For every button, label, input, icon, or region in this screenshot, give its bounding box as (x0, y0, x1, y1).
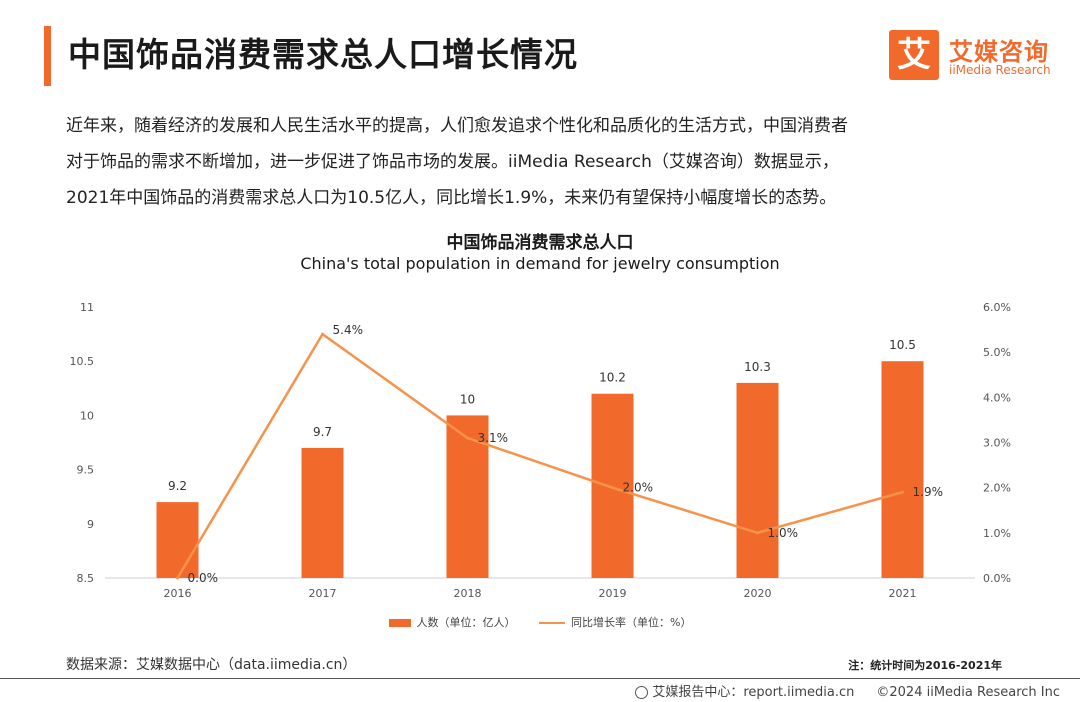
bar-value-label: 10.5 (889, 338, 916, 352)
legend-item-line: 同比增长率（单位：%） (539, 614, 691, 630)
growth-rate-line (176, 332, 903, 579)
logo-chinese-name: 艾媒咨询 (949, 38, 1049, 66)
x-tick-label: 2019 (599, 587, 627, 600)
copyright: ©2024 iiMedia Research Inc (876, 685, 1060, 700)
legend-bar-label: 人数（单位：亿人） (416, 616, 516, 629)
x-tick-label: 2021 (889, 587, 917, 600)
chart-subtitle: China's total population in demand for j… (300, 254, 780, 273)
footer-bar: 艾媒报告中心：report.iimedia.cn ©2024 iiMedia Re… (635, 681, 1060, 700)
y-right-tick-label: 1.0% (983, 527, 1011, 540)
y-left-tick-label: 11 (80, 301, 94, 314)
growth-value-label: 0.0% (188, 571, 219, 585)
logo-mark-icon: 艾 (889, 30, 939, 80)
growth-value-label: 2.0% (623, 481, 654, 495)
bar-value-label: 9.2 (168, 479, 187, 493)
x-tick-label: 2018 (454, 587, 482, 600)
bar-value-label: 10.3 (744, 360, 771, 374)
logo-english-name: iiMedia Research (949, 63, 1051, 77)
intro-paragraph: 近年来，随着经济的发展和人民生活水平的提高，人们愈发追求个性化和品质化的生活方式… (66, 108, 1026, 216)
y-right-tick-label: 6.0% (983, 301, 1011, 314)
bar-value-label: 9.7 (313, 425, 332, 439)
growth-value-label: 5.4% (333, 323, 364, 337)
y-left-tick-label: 10 (80, 409, 94, 422)
bar-2021 (881, 361, 924, 578)
bar-2016 (156, 502, 199, 578)
bar-2020 (736, 382, 779, 578)
y-left-tick-label: 10.5 (70, 355, 95, 368)
y-left-tick-label: 8.5 (77, 572, 95, 585)
data-source: 数据来源：艾媒数据中心（data.iimedia.cn） (66, 657, 357, 673)
legend-bar-swatch (388, 619, 411, 627)
title-accent-bar (44, 26, 51, 86)
y-left-tick-label: 9.5 (77, 464, 95, 477)
chart-legend: 人数（单位：亿人） 同比增长率（单位：%） (0, 614, 1080, 630)
intro-line-1: 近年来，随着经济的发展和人民生活水平的提高，人们愈发追求个性化和品质化的生活方式… (66, 116, 848, 136)
y-right-tick-label: 0.0% (983, 572, 1011, 585)
growth-point-2020 (756, 531, 759, 535)
footer-divider (0, 678, 1080, 679)
growth-point-2021 (901, 490, 904, 494)
y-right-tick-label: 4.0% (983, 391, 1011, 404)
legend-line-swatch (539, 622, 566, 624)
bar-2019 (591, 393, 634, 578)
x-tick-label: 2020 (744, 587, 772, 600)
y-right-tick-label: 2.0% (983, 482, 1011, 495)
growth-value-label: 1.0% (768, 526, 799, 540)
intro-line-2: 对于饰品的需求不断增加，进一步促进了饰品市场的发展。iiMedia Resear… (66, 152, 839, 172)
chart-title: 中国饰品消费需求总人口 (446, 233, 634, 253)
y-right-tick-label: 3.0% (983, 437, 1011, 450)
x-tick-label: 2017 (309, 587, 337, 600)
footnote: 注：统计时间为2016-2021年 (848, 659, 1002, 672)
y-left-tick-label: 9 (87, 518, 94, 531)
growth-value-label: 3.1% (478, 431, 509, 445)
bar-value-label: 10 (460, 392, 475, 406)
growth-point-2019 (611, 486, 614, 490)
legend-line-label: 同比增长率（单位：%） (571, 616, 692, 629)
growth-point-2018 (466, 436, 469, 440)
bar-2017 (301, 447, 344, 578)
legend-item-bar: 人数（单位：亿人） (388, 614, 516, 630)
page-title: 中国饰品消费需求总人口增长情况 (68, 35, 578, 74)
globe-icon (635, 686, 649, 699)
report-center-link[interactable]: 艾媒报告中心：report.iimedia.cn (652, 685, 855, 700)
y-right-tick-label: 5.0% (983, 346, 1011, 359)
growth-value-label: 1.9% (913, 485, 944, 499)
x-tick-label: 2016 (164, 587, 192, 600)
intro-line-3: 2021年中国饰品的消费需求总人口为10.5亿人，同比增长1.9%，未来仍有望保… (66, 188, 837, 208)
brand-logo: 艾 艾媒咨询 iiMedia Research (889, 30, 1069, 82)
growth-point-2016 (176, 576, 179, 580)
growth-point-2017 (321, 332, 324, 336)
bar-value-label: 10.2 (599, 371, 626, 385)
